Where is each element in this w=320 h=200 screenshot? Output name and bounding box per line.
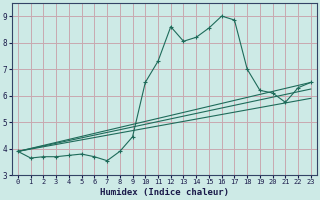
X-axis label: Humidex (Indice chaleur): Humidex (Indice chaleur): [100, 188, 229, 197]
